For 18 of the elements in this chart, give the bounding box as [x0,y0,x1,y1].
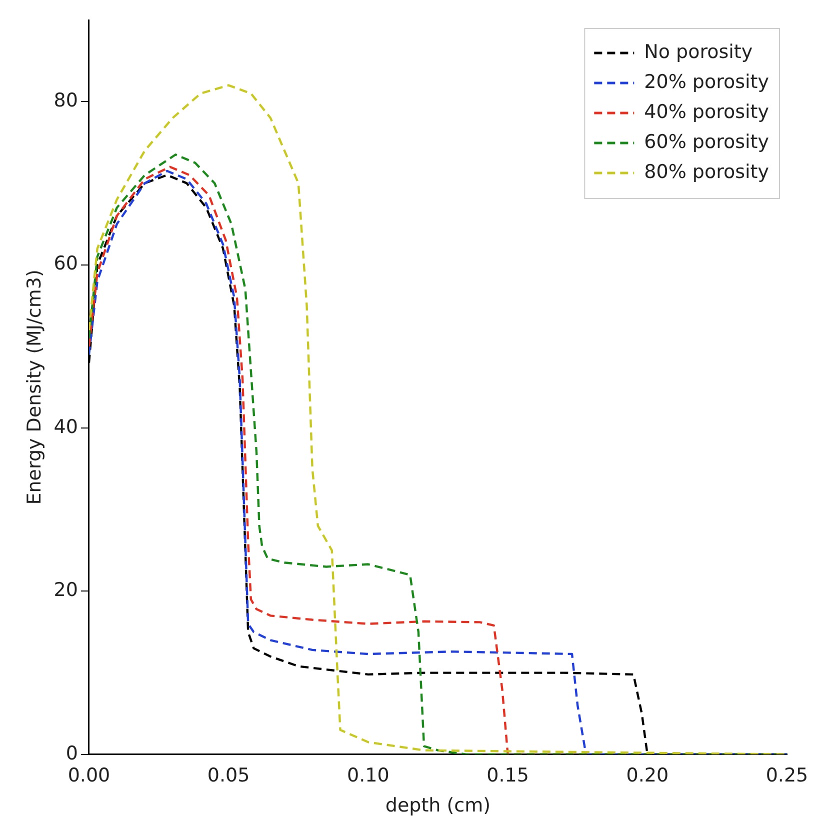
x-tick-label: 0.15 [486,764,529,787]
y-tick-label: 80 [54,90,78,112]
y-tick-label: 0 [66,742,78,764]
x-tick-label: 0.05 [207,764,250,787]
x-tick-label: 0.10 [347,764,390,787]
x-tick-label: 0.20 [626,764,669,787]
x-axis-title: depth (cm) [385,794,491,817]
legend-label: 80% porosity [644,160,770,183]
legend-label: 40% porosity [644,100,770,123]
x-tick-label: 0.00 [68,764,110,787]
legend-label: 20% porosity [644,70,770,93]
legend-label: 60% porosity [644,130,770,153]
x-tick-label: 0.25 [766,764,808,787]
legend-label: No porosity [644,40,753,63]
y-tick-label: 20 [54,579,78,602]
y-axis-title: Energy Density (MJ/cm3) [23,270,46,505]
y-tick-label: 60 [54,252,78,275]
y-tick-label: 40 [54,416,78,438]
